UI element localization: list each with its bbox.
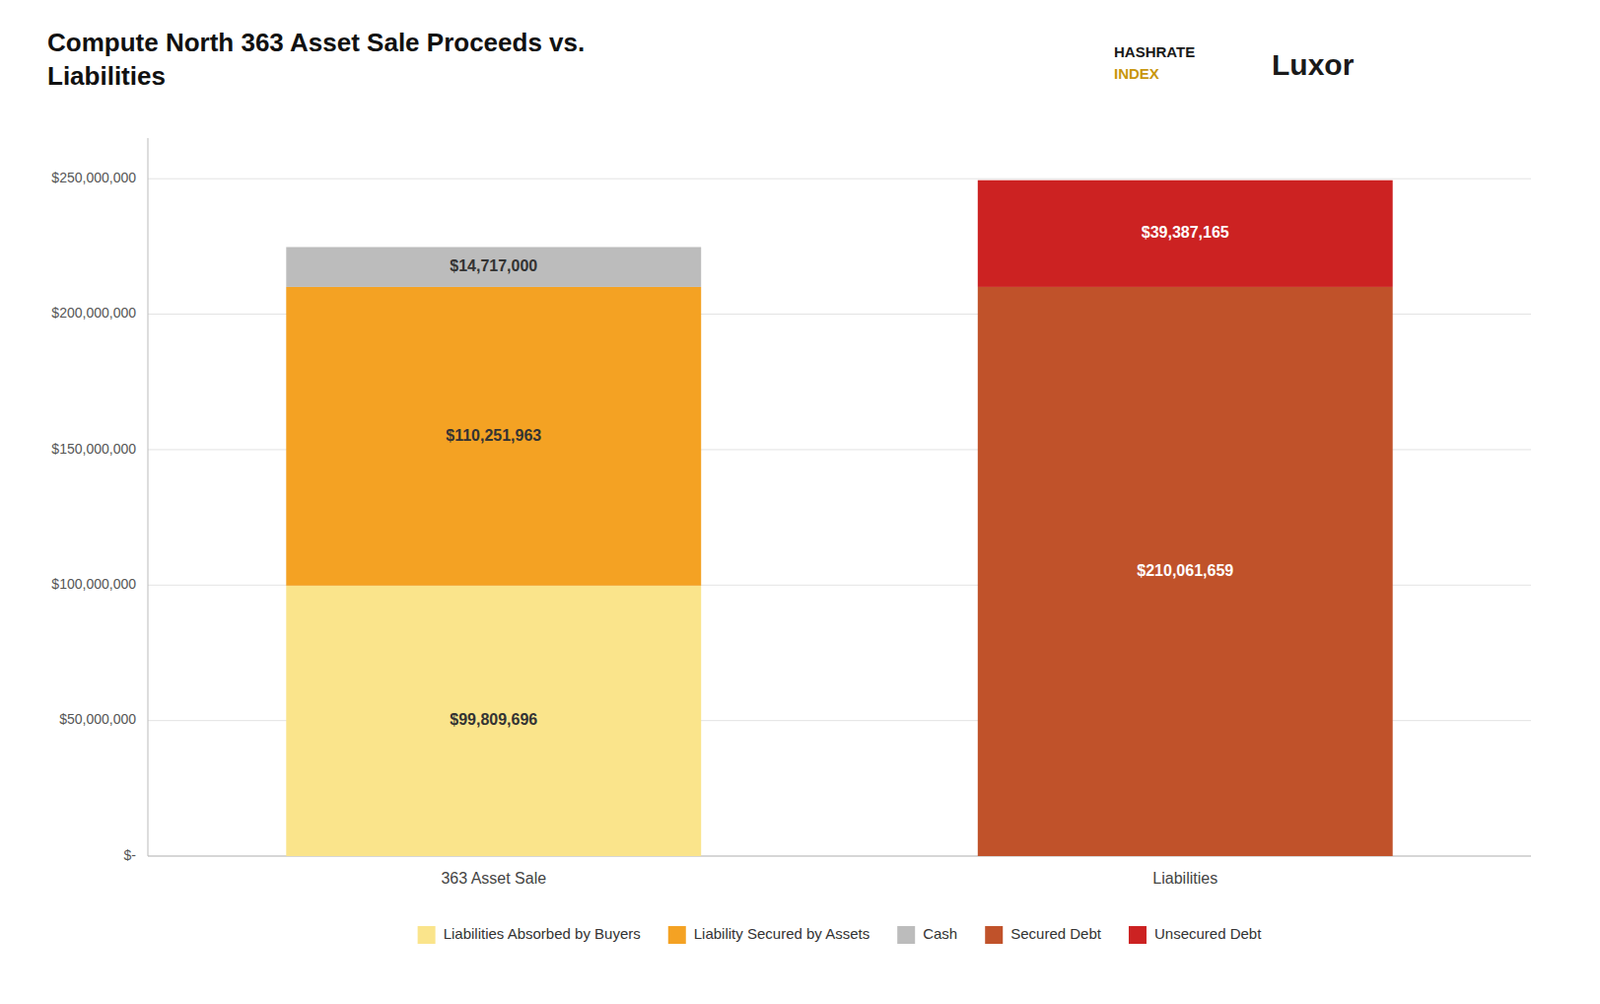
legend-swatch xyxy=(984,925,1003,944)
y-axis-line xyxy=(147,138,149,856)
grid-line xyxy=(147,178,1531,180)
bar-segment xyxy=(285,286,701,586)
legend-label: Unsecured Debt xyxy=(1154,924,1262,942)
chart: Compute North 363 Asset Sale Proceeds vs… xyxy=(0,0,1600,1004)
data-label: $39,387,165 xyxy=(1141,223,1230,241)
title-line: Liabilities xyxy=(47,61,166,91)
legend-label: Secured Debt xyxy=(1010,924,1103,942)
y-tick-label: $50,000,000 xyxy=(59,710,137,727)
bars xyxy=(285,180,1392,856)
legend-swatch xyxy=(897,925,915,944)
title: Compute North 363 Asset Sale Proceeds vs… xyxy=(47,27,585,91)
title-line: Compute North 363 Asset Sale Proceeds vs… xyxy=(47,27,585,58)
x-tick-label: 363 Asset Sale xyxy=(440,869,547,887)
bar-segment xyxy=(285,585,701,856)
data-labels: $99,809,696 $110,251,963 $14,717,000 $210,0… xyxy=(445,223,1234,728)
legend-swatch xyxy=(1128,925,1147,944)
data-label: $14,717,000 xyxy=(449,257,538,275)
annotation: HASHRATE xyxy=(1113,43,1195,61)
legend: Liabilities Absorbed by Buyers Liability … xyxy=(417,924,1263,944)
bar-segment xyxy=(285,246,701,286)
y-tick-label: $150,000,000 xyxy=(51,440,137,457)
annotation: INDEX xyxy=(1113,65,1160,82)
legend-label: Liabilities Absorbed by Buyers xyxy=(443,924,641,942)
annotation: Luxor xyxy=(1271,48,1355,81)
y-tick-label: $250,000,000 xyxy=(51,169,137,186)
bar-segment xyxy=(977,286,1393,856)
y-axis: $- $50,000,000 $100,000,000 $150,000,000 $20… xyxy=(51,169,1531,863)
data-label: $99,809,696 xyxy=(449,710,538,728)
legend-label: Liability Secured by Assets xyxy=(694,924,870,942)
data-label: $210,061,659 xyxy=(1136,561,1234,579)
legend-swatch xyxy=(417,925,436,944)
x-tick-label: Liabilities xyxy=(1152,869,1218,887)
y-tick-label: $- xyxy=(124,846,138,863)
y-tick-label: $100,000,000 xyxy=(51,575,137,592)
legend-label: Cash xyxy=(922,924,958,942)
bar-segment xyxy=(977,180,1393,287)
data-label: $110,251,963 xyxy=(445,426,542,444)
background xyxy=(0,0,1600,1004)
y-tick-label: $200,000,000 xyxy=(51,304,137,321)
legend-swatch xyxy=(668,925,687,944)
